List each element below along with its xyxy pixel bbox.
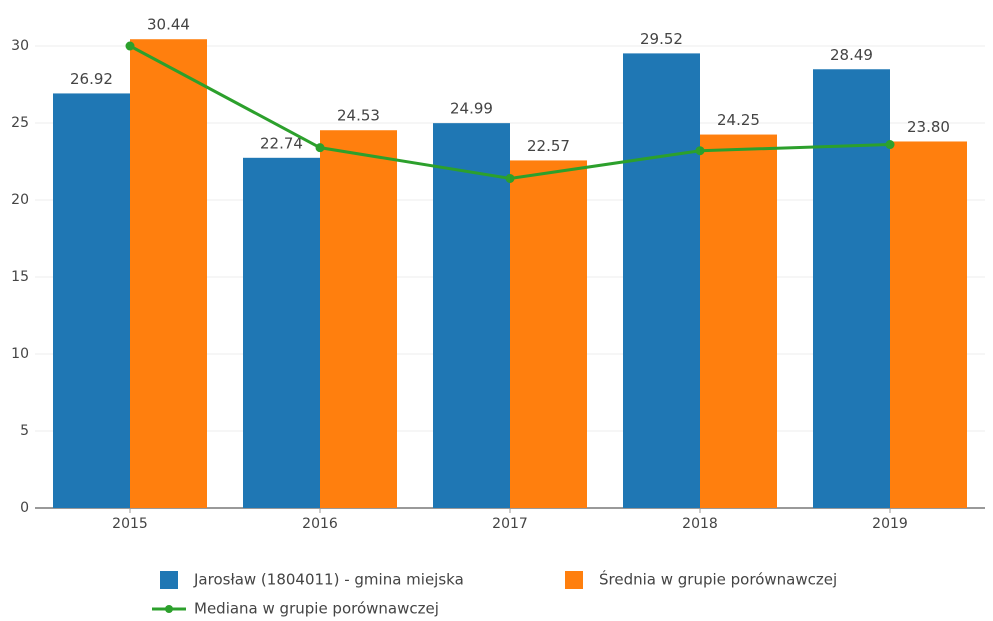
value-label: 26.92 <box>70 70 113 88</box>
line-marker <box>125 41 135 51</box>
line-marker <box>695 146 705 156</box>
legend-label: Średnia w grupie porównawczej <box>599 570 837 589</box>
value-label: 22.74 <box>260 134 303 152</box>
legend-label: Jarosław (1804011) - gmina miejska <box>193 571 464 589</box>
x-tick-label: 2017 <box>492 516 528 532</box>
y-tick-label: 20 <box>11 192 29 208</box>
bar <box>433 123 510 509</box>
x-tick-label: 2015 <box>112 516 148 532</box>
legend-swatch <box>165 605 173 613</box>
line-marker <box>505 173 515 183</box>
x-tick-label: 2016 <box>302 516 338 532</box>
value-label: 24.53 <box>337 107 380 125</box>
line-marker <box>885 140 895 150</box>
value-label: 29.52 <box>640 30 683 48</box>
bar <box>243 157 320 508</box>
legend-swatch <box>160 571 178 589</box>
y-tick-label: 10 <box>11 346 29 362</box>
bar <box>130 39 207 508</box>
legend-label: Mediana w grupie porównawczej <box>194 600 439 618</box>
value-label: 28.49 <box>830 46 873 64</box>
bar <box>623 53 700 508</box>
value-label: 23.80 <box>907 118 950 136</box>
bar <box>53 93 130 508</box>
value-label: 24.99 <box>450 100 493 118</box>
y-tick-label: 0 <box>20 500 29 516</box>
bar <box>510 160 587 508</box>
x-tick-label: 2018 <box>682 516 718 532</box>
y-tick-label: 5 <box>20 423 29 439</box>
y-tick-label: 30 <box>11 38 29 54</box>
bar <box>813 69 890 508</box>
x-tick-label: 2019 <box>872 516 908 532</box>
bar <box>320 130 397 508</box>
value-label: 30.44 <box>147 16 190 34</box>
bar <box>890 141 967 509</box>
legend-swatch <box>565 571 583 589</box>
line-marker <box>315 143 325 153</box>
bar <box>700 134 777 509</box>
value-label: 24.25 <box>717 111 760 129</box>
y-tick-label: 25 <box>11 115 29 131</box>
y-tick-label: 15 <box>11 269 29 285</box>
value-label: 22.57 <box>527 137 570 155</box>
